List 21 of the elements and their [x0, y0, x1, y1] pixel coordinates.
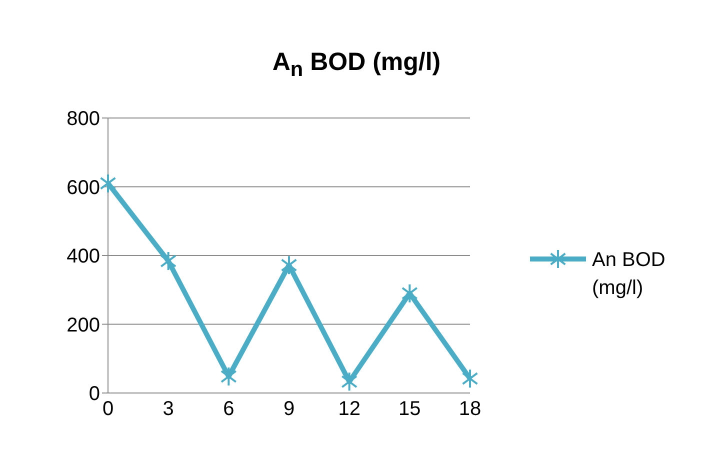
y-tick-label: 600 — [66, 176, 100, 199]
y-tick-label: 800 — [66, 108, 100, 130]
point — [341, 372, 358, 392]
point — [401, 283, 418, 304]
x-tick-label: 12 — [338, 398, 360, 420]
y-tick-label: 0 — [88, 383, 100, 406]
y-tick-label: 200 — [66, 314, 100, 336]
x-tick-label: 9 — [283, 398, 295, 420]
legend-label: An BOD (mg/l) — [592, 248, 666, 301]
x-tick-label: 6 — [223, 398, 234, 420]
point — [280, 255, 298, 276]
chart-title: A$_{n}$ BOD (mg/l) — [271, 48, 442, 82]
point — [160, 251, 177, 271]
x-tick-label: 18 — [458, 398, 482, 420]
x-tick-label: 0 — [102, 398, 114, 420]
point — [100, 173, 116, 194]
x-tick-label: 3 — [162, 398, 174, 420]
point — [462, 368, 478, 389]
y-tick-label: 400 — [66, 246, 100, 268]
x-tick-label: 15 — [398, 398, 421, 420]
point — [220, 366, 237, 386]
